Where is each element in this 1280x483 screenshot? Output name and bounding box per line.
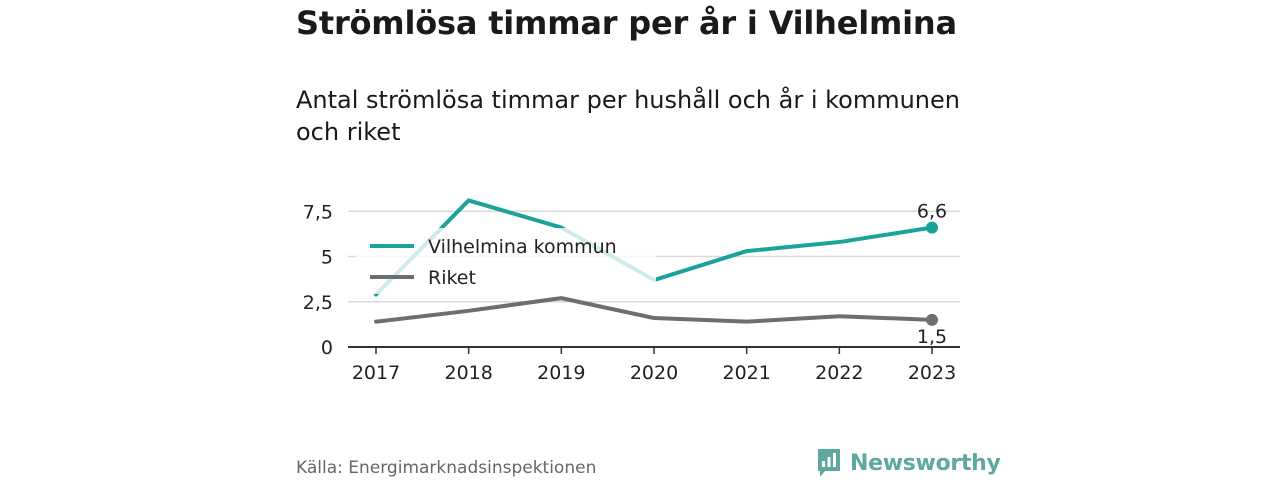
series-line xyxy=(374,296,934,324)
legend-label: Vilhelmina kommun xyxy=(428,236,617,258)
end-labels: 6,6 1,5 xyxy=(917,201,947,348)
y-axis-ticks: 0 2,5 5 7,5 xyxy=(303,201,333,359)
brand-logo[interactable]: Newsworthy xyxy=(816,447,1001,479)
x-tick-label: 2023 xyxy=(908,362,956,384)
x-tick-label: 2017 xyxy=(352,362,400,384)
x-tick-label: 2018 xyxy=(444,362,492,384)
x-tick-label: 2022 xyxy=(815,362,863,384)
x-tick-label: 2019 xyxy=(537,362,585,384)
x-axis-ticks: 2017 2018 2019 2020 2021 2022 2023 xyxy=(352,347,956,384)
x-tick-label: 2020 xyxy=(630,362,678,384)
data-label: 6,6 xyxy=(917,201,947,223)
chart-subtitle: Antal strömlösa timmar per hushåll och å… xyxy=(296,86,960,146)
y-tick-label: 2,5 xyxy=(303,292,333,314)
data-point xyxy=(926,313,938,326)
data-label: 1,5 xyxy=(917,326,947,348)
legend-label: Riket xyxy=(428,267,476,289)
legend: Vilhelmina kommun Riket xyxy=(356,228,656,294)
chart-title: Strömlösa timmar per år i Vilhelmina xyxy=(296,4,957,42)
legend-backdrop xyxy=(356,228,656,294)
y-tick-label: 7,5 xyxy=(303,201,333,223)
source-note: Källa: Energimarknadsinspektionen xyxy=(296,458,597,478)
x-tick-label: 2021 xyxy=(722,362,770,384)
newsworthy-logo-icon xyxy=(816,447,842,479)
data-point xyxy=(926,221,938,234)
y-tick-label: 5 xyxy=(321,247,333,269)
y-tick-label: 0 xyxy=(321,337,333,359)
brand-name: Newsworthy xyxy=(850,450,1001,476)
